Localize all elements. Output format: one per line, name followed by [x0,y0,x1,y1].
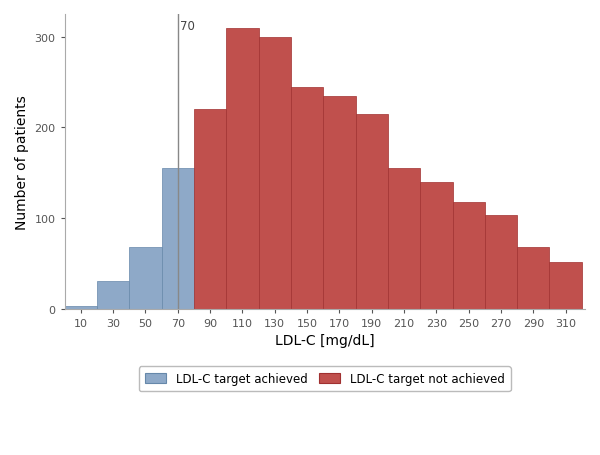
Text: 70: 70 [180,20,195,32]
Bar [291,87,323,309]
Bar [452,202,485,309]
Bar [550,262,582,309]
Bar [161,169,194,309]
X-axis label: LDL-C [mg/dL]: LDL-C [mg/dL] [275,334,374,348]
Bar [194,110,226,309]
Bar [420,182,452,309]
Bar [130,248,161,309]
Legend: LDL-C target achieved, LDL-C target not achieved: LDL-C target achieved, LDL-C target not … [139,367,511,391]
Bar [356,115,388,309]
Bar [323,96,356,309]
Bar [97,282,130,309]
Bar [65,306,97,309]
Bar [517,248,550,309]
Bar [259,38,291,309]
Bar [226,29,259,309]
Bar [485,216,517,309]
Bar [388,169,420,309]
Y-axis label: Number of patients: Number of patients [15,95,29,229]
